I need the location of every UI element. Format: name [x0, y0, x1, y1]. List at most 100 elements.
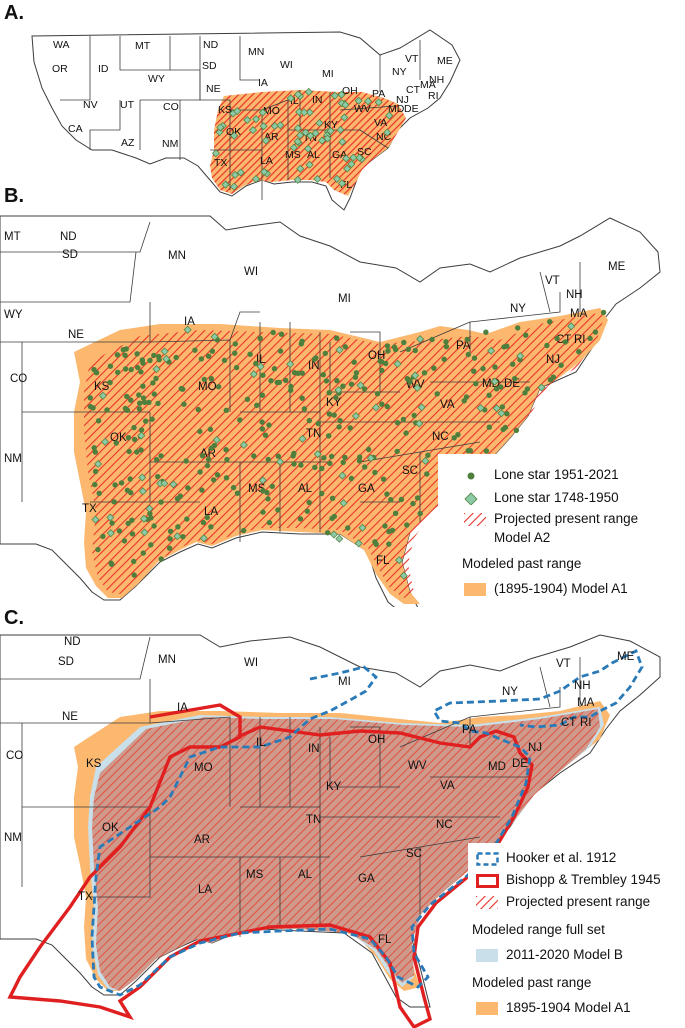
- recent-point-marker: [124, 487, 131, 493]
- state-label: NE: [206, 83, 221, 95]
- recent-point-marker: [126, 448, 132, 455]
- historic-point-marker: [293, 124, 302, 133]
- recent-point-marker: [277, 348, 284, 354]
- historic-point-marker: [417, 403, 426, 412]
- recent-point-marker: [197, 469, 203, 475]
- recent-point-marker: [125, 520, 131, 527]
- state-label: OH: [368, 734, 385, 746]
- recent-point-marker: [600, 309, 607, 316]
- state-label: IN: [312, 94, 323, 106]
- recent-point-marker: [147, 510, 153, 517]
- recent-point-marker: [180, 534, 186, 540]
- state-label: IN: [308, 743, 320, 755]
- historic-point-marker: [293, 137, 302, 146]
- recent-point-marker: [155, 473, 161, 480]
- state-label: RI: [428, 90, 439, 102]
- historic-point-marker: [537, 383, 546, 392]
- historic-point-marker: [354, 96, 363, 105]
- recent-point-marker: [340, 383, 346, 389]
- recent-point-marker: [195, 406, 201, 413]
- recent-point-marker: [374, 391, 381, 397]
- recent-point-marker: [467, 448, 473, 454]
- recent-point-marker: [183, 458, 189, 464]
- recent-point-marker: [311, 356, 318, 362]
- recent-point-marker: [155, 400, 161, 407]
- recent-point-swatch: [464, 469, 486, 482]
- recent-point-marker: [463, 394, 470, 400]
- recent-point-marker: [184, 516, 190, 522]
- occurrence-points-b: [87, 309, 607, 580]
- recent-point-marker: [504, 343, 510, 349]
- recent-point-marker: [125, 435, 132, 441]
- recent-point-marker: [361, 386, 368, 392]
- historic-point-marker: [338, 471, 347, 480]
- recent-point-marker: [493, 386, 500, 392]
- state-label: MI: [322, 68, 334, 80]
- state-label: WY: [4, 309, 23, 321]
- historic-point-marker: [356, 381, 365, 390]
- historic-point-marker: [162, 354, 171, 363]
- recent-point-marker: [515, 325, 521, 331]
- projected-hatch-swatch: [464, 513, 486, 526]
- state-label: WV: [354, 103, 371, 115]
- recent-point-marker: [362, 464, 368, 470]
- recent-point-marker: [291, 461, 297, 467]
- recent-point-marker: [319, 490, 325, 497]
- recent-point-marker: [199, 453, 206, 459]
- state-label: OK: [110, 432, 127, 444]
- recent-point-marker: [232, 341, 238, 347]
- state-label: SD: [202, 60, 217, 72]
- recent-point-marker: [208, 445, 215, 451]
- recent-point-marker: [319, 465, 325, 472]
- recent-point-marker: [352, 374, 359, 380]
- state-label: MA: [577, 697, 595, 709]
- legend-item-bishopp: Bishopp & Trembley 1945: [476, 872, 661, 891]
- recent-point-marker: [199, 487, 205, 493]
- recent-point-marker: [424, 471, 430, 477]
- historic-point-marker: [98, 391, 107, 400]
- legend-header-past: Modeled past range: [462, 556, 582, 571]
- historic-point-marker: [138, 473, 147, 482]
- recent-point-marker: [158, 453, 164, 459]
- historic-point-marker: [300, 108, 309, 117]
- historic-point-marker: [335, 346, 344, 355]
- state-label: MO: [194, 762, 213, 774]
- recent-point-marker: [500, 426, 506, 433]
- recent-point-marker: [512, 375, 518, 382]
- recent-point-marker: [443, 339, 449, 345]
- state-label: NJ: [528, 742, 542, 754]
- recent-point-marker: [122, 366, 129, 372]
- historic-points-a: [211, 87, 394, 191]
- state-label: MI: [338, 676, 351, 688]
- recent-point-marker: [288, 383, 294, 390]
- recent-point-marker: [138, 447, 144, 453]
- recent-point-marker: [417, 510, 423, 517]
- recent-point-marker: [149, 416, 155, 422]
- historic-point-marker: [329, 530, 338, 539]
- recent-point-marker: [384, 491, 390, 497]
- historic-point-marker: [372, 403, 381, 412]
- state-label: IL: [256, 737, 266, 749]
- historic-point-marker: [289, 143, 298, 152]
- recent-point-marker: [592, 329, 599, 335]
- historic-point-marker: [341, 100, 350, 109]
- recent-point-marker: [197, 428, 203, 435]
- recent-point-marker: [158, 556, 164, 562]
- historic-point-marker: [339, 499, 348, 508]
- recent-point-marker: [429, 336, 435, 343]
- historic-point-marker: [276, 121, 285, 130]
- recent-point-marker: [298, 341, 304, 347]
- recent-point-marker: [205, 456, 212, 463]
- historic-point-marker: [298, 434, 307, 443]
- historic-point-marker: [286, 94, 295, 103]
- state-label: RI: [580, 717, 592, 729]
- legend-item-projected-model: Model A2: [464, 530, 583, 548]
- recent-point-marker: [380, 476, 387, 482]
- recent-point-marker: [232, 350, 238, 356]
- recent-point-marker: [357, 454, 363, 460]
- recent-point-marker: [271, 366, 278, 372]
- historic-point-marker: [337, 90, 346, 99]
- state-label: FL: [376, 555, 390, 567]
- historic-point-marker: [306, 131, 315, 140]
- historic-point-marker: [138, 487, 147, 496]
